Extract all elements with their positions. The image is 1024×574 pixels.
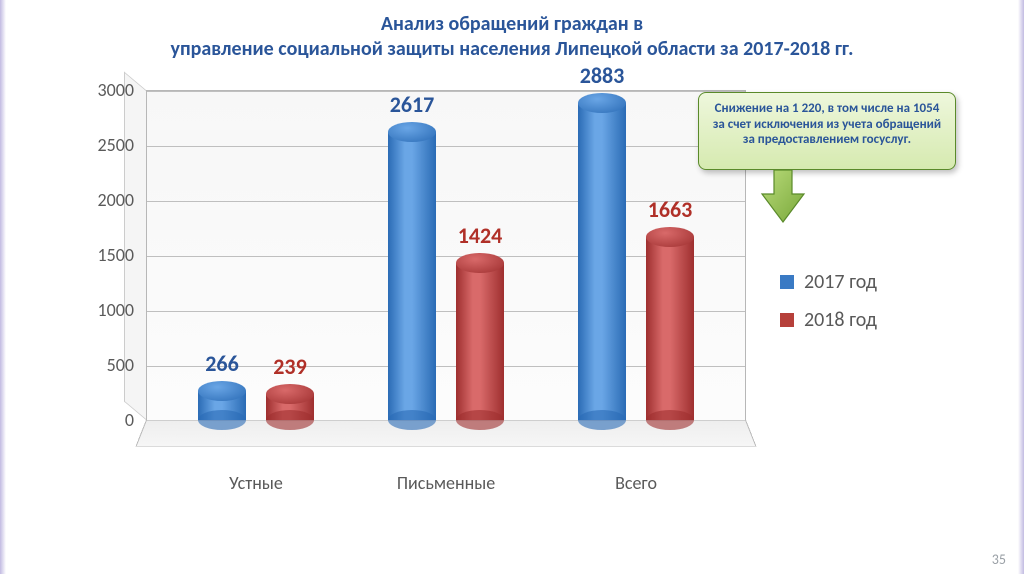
legend-swatch-2018	[780, 313, 794, 327]
slide-title: Анализ обращений граждан в управление со…	[0, 12, 1024, 62]
legend-label-2018: 2018 год	[804, 308, 877, 332]
bar-Устные-2017 год	[198, 391, 246, 420]
data-label: 2883	[580, 62, 625, 89]
data-label: 1663	[648, 196, 693, 223]
title-line-1: Анализ обращений граждан в	[0, 12, 1024, 37]
callout-text: Снижение на 1 220, в том числе на 1054 з…	[713, 101, 941, 147]
edge-shadow-left	[0, 0, 6, 574]
y-axis-label: 3000	[98, 79, 135, 101]
callout-arrow-icon	[758, 168, 808, 224]
edge-shadow-right	[1018, 0, 1024, 574]
title-line-2: управление социальной защиты населения Л…	[0, 37, 1024, 62]
slide: Анализ обращений граждан в управление со…	[0, 0, 1024, 574]
legend-label-2017: 2017 год	[804, 270, 877, 294]
bar-Устные-2018 год	[266, 394, 314, 420]
page-number: 35	[992, 551, 1006, 568]
x-axis-label: Письменные	[397, 472, 495, 494]
bar-Всего-2017 год	[578, 103, 626, 420]
data-label: 239	[273, 353, 306, 380]
x-axis-label: Всего	[615, 472, 657, 494]
y-axis-label: 0	[125, 409, 134, 431]
legend: 2017 год 2018 год	[780, 270, 877, 346]
legend-item-2018: 2018 год	[780, 308, 877, 332]
bar-Письменные-2017 год	[388, 132, 436, 420]
plot-area: 2662392617142428831663 05001000150020002…	[146, 90, 746, 470]
bar-Всего-2018 год	[646, 237, 694, 420]
data-label: 1424	[458, 222, 503, 249]
y-axis-label: 1500	[98, 244, 135, 266]
x-axis-label: Устные	[229, 472, 283, 494]
y-axis-label: 500	[107, 354, 134, 376]
y-axis-label: 2000	[98, 189, 135, 211]
legend-swatch-2017	[780, 275, 794, 289]
y-axis-label: 2500	[98, 134, 135, 156]
bars-layer: 2662392617142428831663	[146, 90, 746, 420]
bar-Письменные-2018 год	[456, 263, 504, 420]
y-axis-label: 1000	[98, 299, 135, 321]
data-label: 2617	[390, 91, 435, 118]
legend-item-2017: 2017 год	[780, 270, 877, 294]
data-label: 266	[205, 350, 238, 377]
callout-box: Снижение на 1 220, в том числе на 1054 з…	[698, 92, 956, 170]
